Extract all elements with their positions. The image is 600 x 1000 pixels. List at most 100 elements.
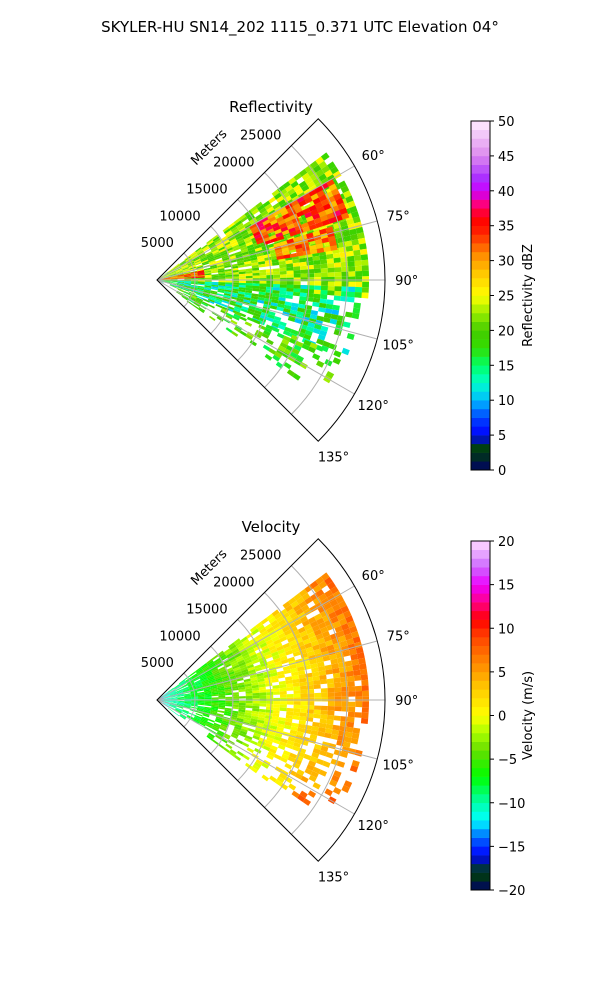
data-cell [169, 704, 177, 707]
data-cell [289, 252, 298, 258]
data-cell [362, 281, 369, 288]
data-cell [291, 629, 300, 637]
data-cell [338, 180, 347, 189]
data-cell [361, 679, 369, 686]
colorbar-segment [471, 391, 490, 401]
data-cell [349, 765, 359, 773]
data-cell [266, 206, 275, 214]
data-cell [277, 185, 286, 193]
data-cell [238, 661, 246, 667]
data-cell [196, 268, 204, 271]
data-cell [283, 254, 291, 259]
data-cell [360, 254, 369, 261]
data-cell [224, 685, 232, 689]
data-cell [201, 301, 209, 306]
data-cell [271, 609, 280, 617]
data-cell [211, 247, 219, 253]
data-cell [211, 707, 218, 711]
colorbar-segment [471, 558, 490, 568]
data-cell [201, 664, 208, 670]
data-cell [273, 281, 281, 285]
data-cell [248, 651, 257, 657]
range-tick-label: 5000 [141, 656, 174, 671]
data-cell [201, 244, 208, 250]
data-cell [177, 698, 185, 700]
data-cell [247, 310, 255, 316]
data-cell [304, 329, 313, 337]
data-cell [237, 239, 245, 245]
data-cell [175, 689, 183, 693]
data-cell [163, 277, 171, 279]
data-cell [286, 291, 294, 296]
data-cell [326, 644, 335, 651]
data-cell [194, 260, 202, 265]
data-cell [219, 670, 227, 675]
data-cell [344, 736, 352, 743]
data-cell [211, 283, 219, 286]
data-cell [194, 679, 201, 684]
data-cell [163, 277, 171, 280]
data-cell [232, 228, 240, 235]
data-cell [285, 184, 294, 192]
data-cell [268, 731, 276, 736]
data-cell [268, 311, 276, 316]
data-cell [264, 203, 273, 211]
data-cell [318, 722, 327, 729]
data-cell [334, 267, 342, 273]
data-cell [247, 648, 255, 655]
data-cell [260, 732, 269, 737]
data-cell [330, 758, 339, 766]
data-cell [216, 713, 224, 717]
data-cell [361, 259, 369, 266]
data-cell [245, 762, 253, 770]
data-cell [340, 185, 350, 194]
data-cell [251, 293, 259, 297]
data-cell [279, 264, 287, 269]
data-cell [288, 640, 297, 647]
data-cell [314, 185, 323, 194]
data-cell [254, 730, 262, 735]
data-cell [231, 242, 239, 248]
data-cell [233, 728, 241, 733]
data-cell [321, 272, 328, 278]
data-cell [168, 268, 174, 273]
data-cell [320, 705, 328, 711]
data-cell [170, 698, 178, 700]
data-cell [170, 276, 178, 278]
data-cell [347, 675, 355, 682]
data-cell [286, 238, 294, 244]
data-cell [220, 725, 227, 730]
data-cell [329, 318, 338, 325]
data-cell [215, 734, 222, 740]
data-cell [203, 298, 210, 303]
data-cell [294, 318, 302, 324]
data-cell [266, 271, 274, 276]
data-cell [183, 704, 191, 707]
data-cell [291, 671, 299, 677]
data-cell [207, 255, 215, 260]
data-cell [222, 718, 230, 722]
data-cell [286, 270, 294, 275]
data-cell [340, 751, 349, 758]
colorbar-segment [471, 147, 490, 157]
data-cell [263, 650, 272, 657]
data-cell [228, 675, 236, 680]
data-cell [299, 681, 307, 687]
data-cell [239, 280, 246, 284]
data-cell [249, 223, 257, 230]
data-cell [207, 660, 214, 666]
data-cell [176, 290, 184, 295]
colorbar-segment [471, 225, 490, 235]
data-cell [327, 272, 335, 277]
data-cell [306, 326, 314, 333]
data-cell [274, 228, 282, 235]
data-cell [244, 737, 252, 743]
data-cell [202, 712, 210, 716]
data-cell [169, 284, 177, 287]
data-cell [320, 263, 328, 269]
data-cell [235, 235, 243, 241]
colorbar-segment [471, 216, 490, 227]
data-cell [223, 263, 231, 267]
data-cell [197, 696, 205, 699]
data-cell [204, 694, 212, 697]
